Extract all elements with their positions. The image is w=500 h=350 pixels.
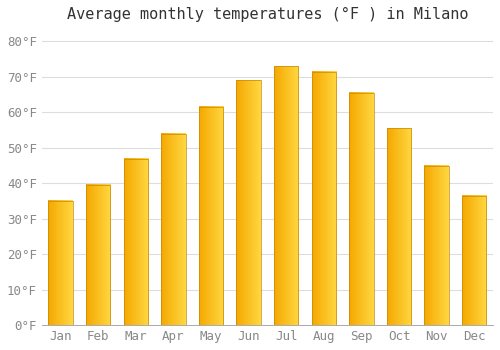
Bar: [48, 201, 73, 325]
Bar: [199, 107, 223, 325]
Bar: [462, 196, 486, 325]
Bar: [124, 159, 148, 325]
Title: Average monthly temperatures (°F ) in Milano: Average monthly temperatures (°F ) in Mi…: [66, 7, 468, 22]
Bar: [387, 128, 411, 325]
Bar: [161, 134, 186, 325]
Bar: [236, 80, 261, 325]
Bar: [349, 93, 374, 325]
Bar: [86, 185, 110, 325]
Bar: [424, 166, 449, 325]
Bar: [312, 72, 336, 325]
Bar: [274, 66, 298, 325]
